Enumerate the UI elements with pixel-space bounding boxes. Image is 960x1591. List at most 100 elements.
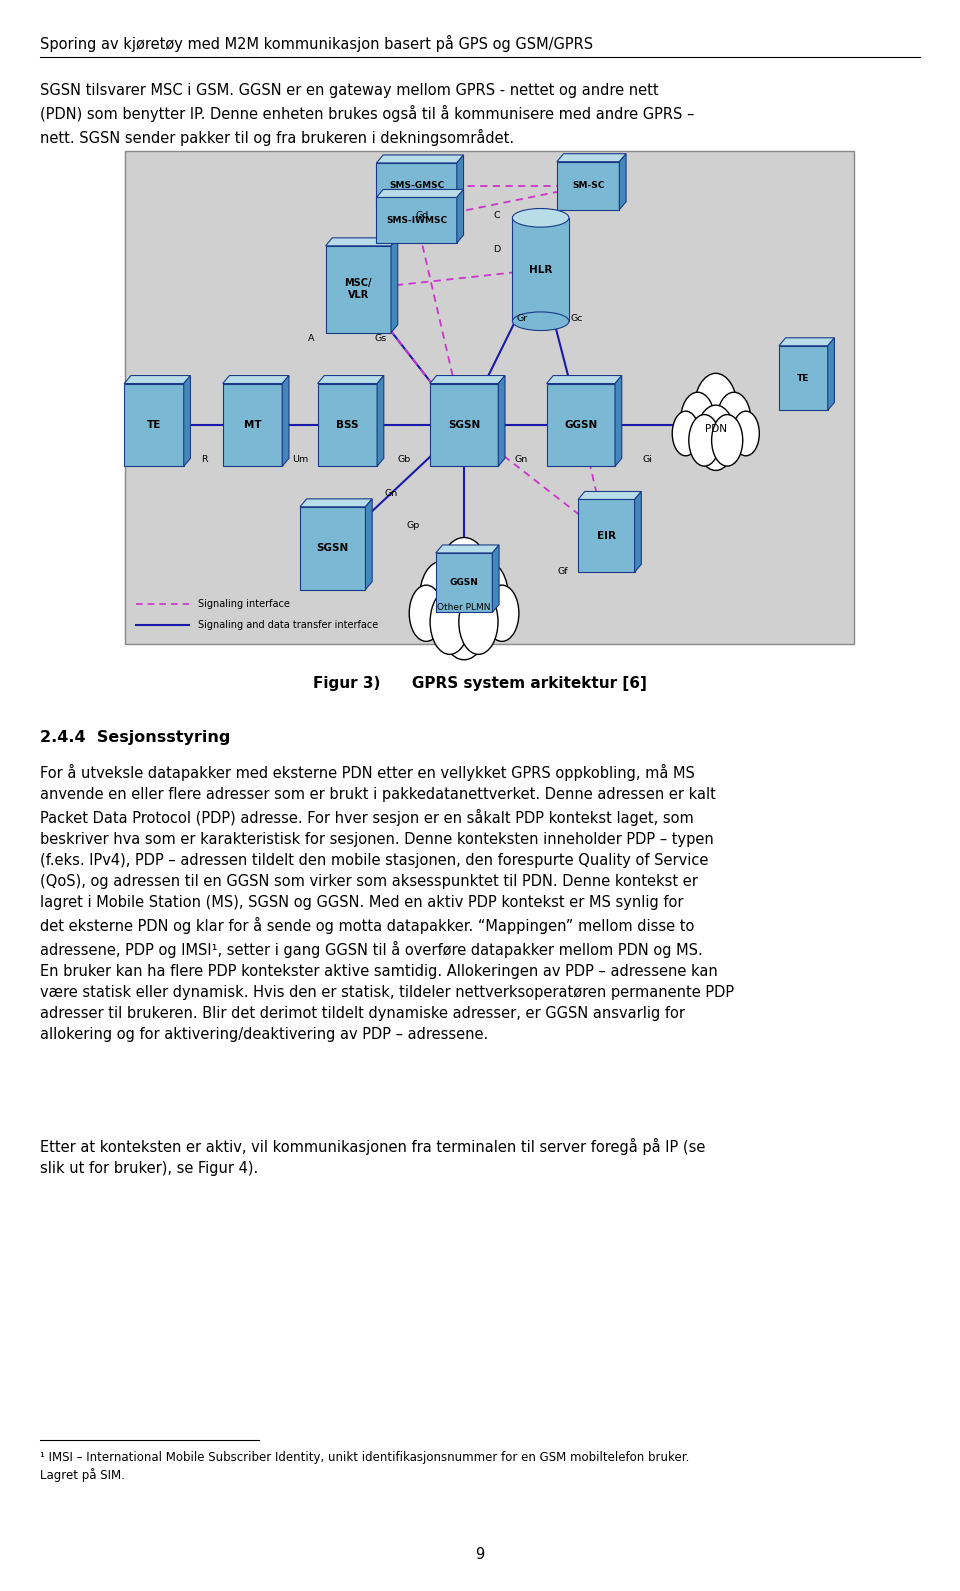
Circle shape — [459, 589, 498, 654]
Polygon shape — [376, 154, 464, 162]
Text: EIR: EIR — [597, 531, 615, 541]
Text: Gd: Gd — [416, 210, 429, 220]
Text: Gb: Gb — [397, 455, 411, 465]
Polygon shape — [578, 492, 641, 500]
Text: Signaling interface: Signaling interface — [198, 598, 290, 609]
FancyBboxPatch shape — [125, 151, 854, 644]
FancyBboxPatch shape — [318, 383, 377, 466]
FancyBboxPatch shape — [546, 383, 615, 466]
Circle shape — [717, 393, 751, 449]
Circle shape — [689, 415, 720, 466]
Polygon shape — [492, 546, 499, 613]
Text: Other PLMN: Other PLMN — [438, 603, 491, 613]
Polygon shape — [223, 375, 289, 383]
Polygon shape — [619, 154, 626, 210]
Polygon shape — [430, 375, 505, 383]
Text: TE: TE — [797, 374, 809, 382]
Text: SGSN: SGSN — [448, 420, 480, 430]
Polygon shape — [546, 375, 622, 383]
Text: A: A — [307, 334, 314, 344]
Text: Gp: Gp — [406, 522, 420, 530]
Polygon shape — [183, 375, 190, 466]
Circle shape — [485, 585, 519, 641]
Polygon shape — [325, 239, 397, 245]
Polygon shape — [366, 500, 372, 590]
Polygon shape — [318, 375, 384, 383]
Text: Gf: Gf — [557, 566, 568, 576]
FancyBboxPatch shape — [430, 383, 498, 466]
Text: Sporing av kjøretøy med M2M kommunikasjon basert på GPS og GSM/GPRS: Sporing av kjøretøy med M2M kommunikasjo… — [40, 35, 593, 53]
FancyBboxPatch shape — [779, 345, 828, 410]
Text: ¹ IMSI – International Mobile Subscriber Identity, unikt identifikasjonsnummer f: ¹ IMSI – International Mobile Subscriber… — [40, 1451, 689, 1483]
Text: Etter at konteksten er aktiv, vil kommunikasjonen fra terminalen til server fore: Etter at konteksten er aktiv, vil kommun… — [40, 1138, 706, 1176]
Text: Gs: Gs — [374, 334, 386, 344]
Text: PDN: PDN — [705, 425, 727, 434]
Text: Gi: Gi — [643, 455, 653, 465]
Text: GGSN: GGSN — [449, 578, 478, 587]
Text: Gn: Gn — [515, 455, 528, 465]
Polygon shape — [828, 337, 834, 410]
Polygon shape — [615, 375, 622, 466]
Text: Figur 3)      GPRS system arkitektur [6]: Figur 3) GPRS system arkitektur [6] — [313, 676, 647, 690]
FancyBboxPatch shape — [376, 162, 457, 208]
Circle shape — [440, 578, 489, 660]
Circle shape — [681, 393, 715, 449]
FancyBboxPatch shape — [513, 218, 569, 321]
Ellipse shape — [513, 208, 569, 228]
FancyBboxPatch shape — [557, 162, 619, 210]
Text: For å utveksle datapakker med eksterne PDN etter en vellykket GPRS oppkobling, m: For å utveksle datapakker med eksterne P… — [40, 764, 734, 1042]
Circle shape — [732, 410, 759, 455]
Circle shape — [694, 374, 737, 445]
Polygon shape — [635, 492, 641, 573]
Text: SMS-IWMSC: SMS-IWMSC — [386, 216, 447, 224]
Polygon shape — [300, 500, 372, 508]
Polygon shape — [779, 337, 834, 345]
Text: 2.4.4  Sesjonsstyring: 2.4.4 Sesjonsstyring — [40, 730, 230, 745]
Text: Gc: Gc — [571, 315, 584, 323]
Ellipse shape — [513, 312, 569, 331]
Text: R: R — [201, 455, 207, 465]
FancyBboxPatch shape — [436, 554, 492, 613]
Circle shape — [466, 562, 509, 633]
FancyBboxPatch shape — [223, 383, 282, 466]
Polygon shape — [498, 375, 505, 466]
Circle shape — [672, 410, 699, 455]
FancyBboxPatch shape — [578, 500, 635, 573]
Text: BSS: BSS — [336, 420, 359, 430]
Polygon shape — [457, 189, 464, 243]
Polygon shape — [436, 546, 499, 554]
Text: C: C — [493, 210, 500, 220]
Text: Signaling and data transfer interface: Signaling and data transfer interface — [198, 619, 378, 630]
Polygon shape — [377, 375, 384, 466]
Text: 9: 9 — [475, 1548, 485, 1562]
Circle shape — [430, 589, 469, 654]
Polygon shape — [376, 189, 464, 197]
Circle shape — [696, 406, 735, 471]
Text: SMS-GMSC: SMS-GMSC — [389, 181, 444, 191]
Text: MSC/
VLR: MSC/ VLR — [345, 278, 372, 301]
Text: Gr: Gr — [516, 315, 528, 323]
Polygon shape — [557, 154, 626, 162]
Polygon shape — [457, 154, 464, 208]
FancyBboxPatch shape — [124, 383, 183, 466]
Text: D: D — [493, 245, 500, 255]
FancyBboxPatch shape — [325, 245, 391, 333]
FancyBboxPatch shape — [376, 197, 457, 243]
Text: MT: MT — [244, 420, 261, 430]
Text: TE: TE — [147, 420, 161, 430]
Polygon shape — [124, 375, 190, 383]
Text: GGSN: GGSN — [564, 420, 597, 430]
Polygon shape — [391, 239, 397, 333]
Text: SGSN: SGSN — [317, 543, 348, 554]
Text: Um: Um — [292, 455, 308, 465]
Text: Gn: Gn — [384, 490, 397, 498]
Circle shape — [711, 415, 743, 466]
Circle shape — [420, 562, 463, 633]
Circle shape — [409, 585, 444, 641]
Text: SM-SC: SM-SC — [572, 181, 604, 191]
Circle shape — [437, 538, 492, 628]
Polygon shape — [282, 375, 289, 466]
FancyBboxPatch shape — [300, 508, 366, 590]
Text: SGSN tilsvarer MSC i GSM. GGSN er en gateway mellom GPRS - nettet og andre nett
: SGSN tilsvarer MSC i GSM. GGSN er en gat… — [40, 83, 695, 146]
Text: HLR: HLR — [529, 264, 552, 275]
